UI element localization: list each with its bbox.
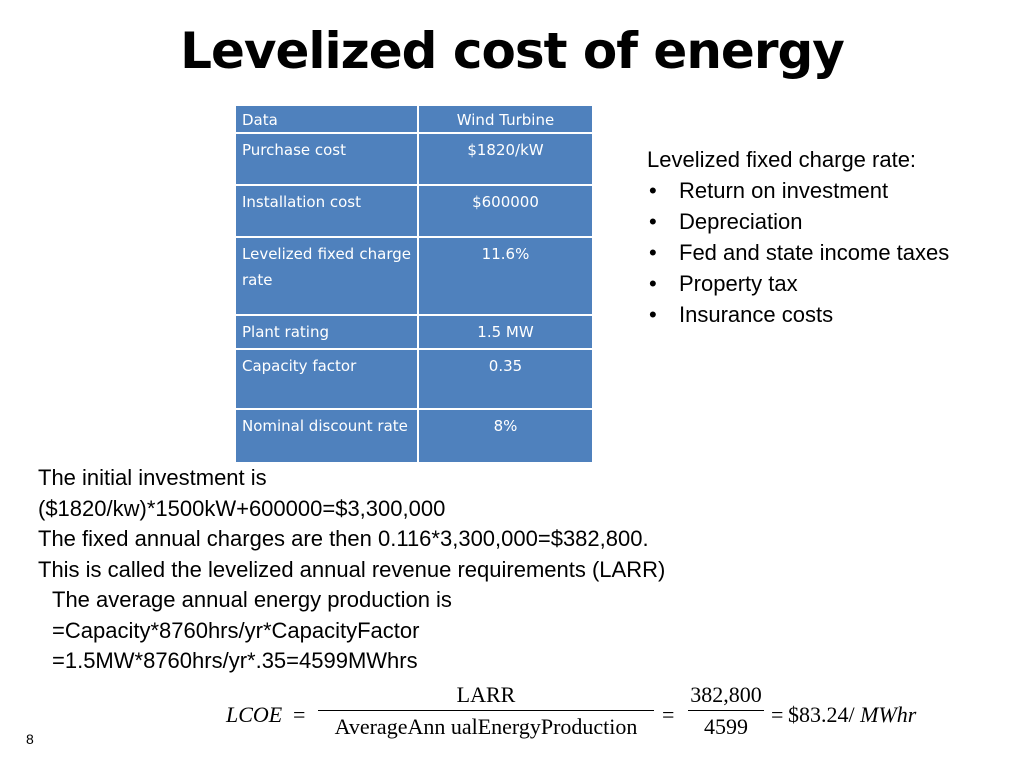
text-line: =Capacity*8760hrs/yr*CapacityFactor: [52, 617, 420, 643]
row-label: Plant rating: [234, 314, 419, 350]
row-label: Levelized fixed charge rate: [234, 236, 419, 316]
table-row: Purchase cost $1820/kW: [234, 132, 594, 186]
fraction-numerator: LARR: [456, 682, 516, 707]
fraction-bar: [688, 710, 764, 711]
table-header-row: Data Wind Turbine: [234, 104, 594, 134]
text-line: =1.5MW*8760hrs/yr*.35=4599MWhrs: [52, 648, 418, 673]
fraction-denominator: 4599: [704, 714, 748, 739]
row-label: Capacity factor: [234, 348, 419, 410]
text-line: This is called the levelized annual reve…: [38, 556, 666, 582]
text-line: The initial investment is: [38, 465, 267, 490]
row-label: Nominal discount rate: [234, 408, 419, 464]
list-item: Property tax: [647, 268, 1017, 299]
fraction-denominator: AverageAnn ualEnergyProduction: [334, 714, 638, 739]
equals-sign: =: [771, 702, 784, 727]
row-value: 1.5 MW: [417, 314, 594, 350]
equals-sign: =: [293, 702, 306, 727]
fraction-bar: [318, 710, 654, 711]
table-row: Plant rating 1.5 MW: [234, 314, 594, 350]
row-value: 11.6%: [417, 236, 594, 316]
column-header-wind-turbine: Wind Turbine: [417, 104, 594, 134]
result-unit: MWhr: [860, 702, 917, 727]
row-value: $1820/kW: [417, 132, 594, 186]
formula-result: $83.24/ MWhr: [788, 702, 916, 728]
row-value: 0.35: [417, 348, 594, 410]
fraction-numerator: 382,800: [690, 682, 762, 707]
text-line: ($1820/kw)*1500kW+600000=$3,300,000: [38, 495, 446, 521]
list-item: Depreciation: [647, 206, 1017, 237]
column-header-data: Data: [234, 104, 419, 134]
list-item: Return on investment: [647, 175, 1017, 206]
table-row: Installation cost $600000: [234, 184, 594, 238]
table-row: Nominal discount rate 8%: [234, 408, 594, 464]
row-value: $600000: [417, 184, 594, 238]
text-line: The average annual energy production is: [52, 587, 452, 612]
lcoe-formula: LCOE = LARR AverageAnn ualEnergyProducti…: [226, 680, 946, 750]
wind-turbine-data-table: Data Wind Turbine Purchase cost $1820/kW…: [234, 104, 594, 464]
numeric-fraction: 382,800 4599: [688, 682, 764, 741]
row-label: Purchase cost: [234, 132, 419, 186]
calculation-text: The initial investment is ($1820/kw)*150…: [38, 463, 998, 677]
result-value: $83.24/: [788, 702, 855, 727]
note-bullet-list: Return on investment Depreciation Fed an…: [647, 175, 1017, 330]
row-label: Installation cost: [234, 184, 419, 238]
list-item: Insurance costs: [647, 299, 1017, 330]
table-row: Capacity factor 0.35: [234, 348, 594, 410]
list-item: Fed and state income taxes: [647, 237, 1017, 268]
row-value: 8%: [417, 408, 594, 464]
note-heading: Levelized fixed charge rate:: [647, 147, 917, 172]
larr-fraction: LARR AverageAnn ualEnergyProduction: [318, 682, 654, 741]
slide-title: Levelized cost of energy: [180, 22, 845, 80]
table-row: Levelized fixed charge rate 11.6%: [234, 236, 594, 316]
equals-sign: =: [662, 702, 675, 727]
page-number: 8: [26, 731, 34, 747]
fixed-charge-rate-note: Levelized fixed charge rate: Return on i…: [647, 144, 1017, 330]
formula-lhs: LCOE: [226, 702, 283, 727]
text-line: The fixed annual charges are then 0.116*…: [38, 526, 649, 551]
